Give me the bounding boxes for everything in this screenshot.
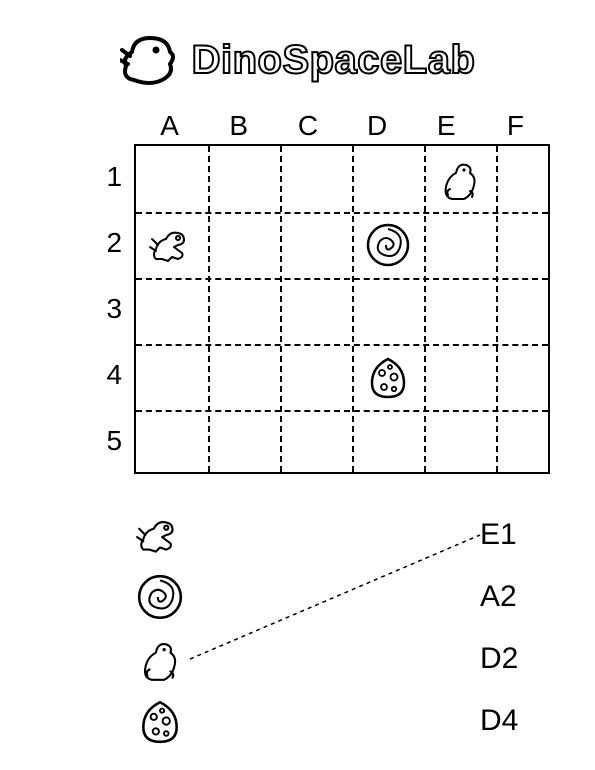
dino-running-icon xyxy=(135,510,185,560)
column-labels-row: ABCDEF xyxy=(135,110,550,142)
column-label: B xyxy=(204,110,273,142)
legend-icon-slot xyxy=(130,510,190,560)
egg-spotted-icon xyxy=(364,353,412,401)
dino-hatchling-icon xyxy=(436,155,484,203)
row-labels-column: 12345 xyxy=(95,144,134,474)
grid-horizontal-line xyxy=(136,344,548,346)
column-label: D xyxy=(343,110,412,142)
brand-title: DinoSpaceLab xyxy=(192,38,476,83)
row-label: 4 xyxy=(95,342,134,408)
row-label: 2 xyxy=(95,210,134,276)
legend-coord: E1 xyxy=(480,518,550,552)
legend-coord: A2 xyxy=(480,580,550,614)
coordinate-grid-area: ABCDEF 12345 xyxy=(95,110,550,474)
legend-icon-slot xyxy=(130,572,190,622)
header: DinoSpaceLab xyxy=(45,30,550,90)
grid-horizontal-line xyxy=(136,212,548,214)
grid-vertical-line xyxy=(424,146,426,472)
legend-icon-slot xyxy=(130,696,190,746)
dino-running-icon xyxy=(148,221,196,269)
legend-row: A2 xyxy=(130,566,550,628)
grid-item xyxy=(436,155,484,203)
grid-horizontal-line xyxy=(136,278,548,280)
grid-horizontal-line xyxy=(136,410,548,412)
worksheet-page: DinoSpaceLab ABCDEF 12345 E1A2D2D4 xyxy=(0,0,595,770)
logo-dino-icon xyxy=(120,30,180,90)
grid-vertical-line xyxy=(280,146,282,472)
grid-body: 12345 xyxy=(95,144,550,474)
grid-vertical-line xyxy=(208,146,210,472)
legend-coord: D2 xyxy=(480,642,550,676)
grid-item xyxy=(148,221,196,269)
legend-row: D2 xyxy=(130,628,550,690)
legend-row: D4 xyxy=(130,690,550,752)
row-label: 1 xyxy=(95,144,134,210)
legend-row: E1 xyxy=(130,504,550,566)
grid xyxy=(134,144,550,474)
dino-hatchling-icon xyxy=(135,634,185,684)
column-label: A xyxy=(135,110,204,142)
grid-lines xyxy=(136,146,548,472)
row-label: 3 xyxy=(95,276,134,342)
legend-coord: D4 xyxy=(480,704,550,738)
egg-spotted-icon xyxy=(135,696,185,746)
egg-swirl-icon xyxy=(364,221,412,269)
grid-vertical-line xyxy=(352,146,354,472)
egg-swirl-icon xyxy=(135,572,185,622)
grid-item xyxy=(364,221,412,269)
grid-item xyxy=(364,353,412,401)
legend-matching-section: E1 A2 D2 D4 xyxy=(130,504,550,752)
column-label: E xyxy=(412,110,481,142)
column-label: C xyxy=(273,110,342,142)
row-label: 5 xyxy=(95,408,134,474)
grid-vertical-line xyxy=(496,146,498,472)
column-label: F xyxy=(481,110,550,142)
legend-icon-slot xyxy=(130,634,190,684)
